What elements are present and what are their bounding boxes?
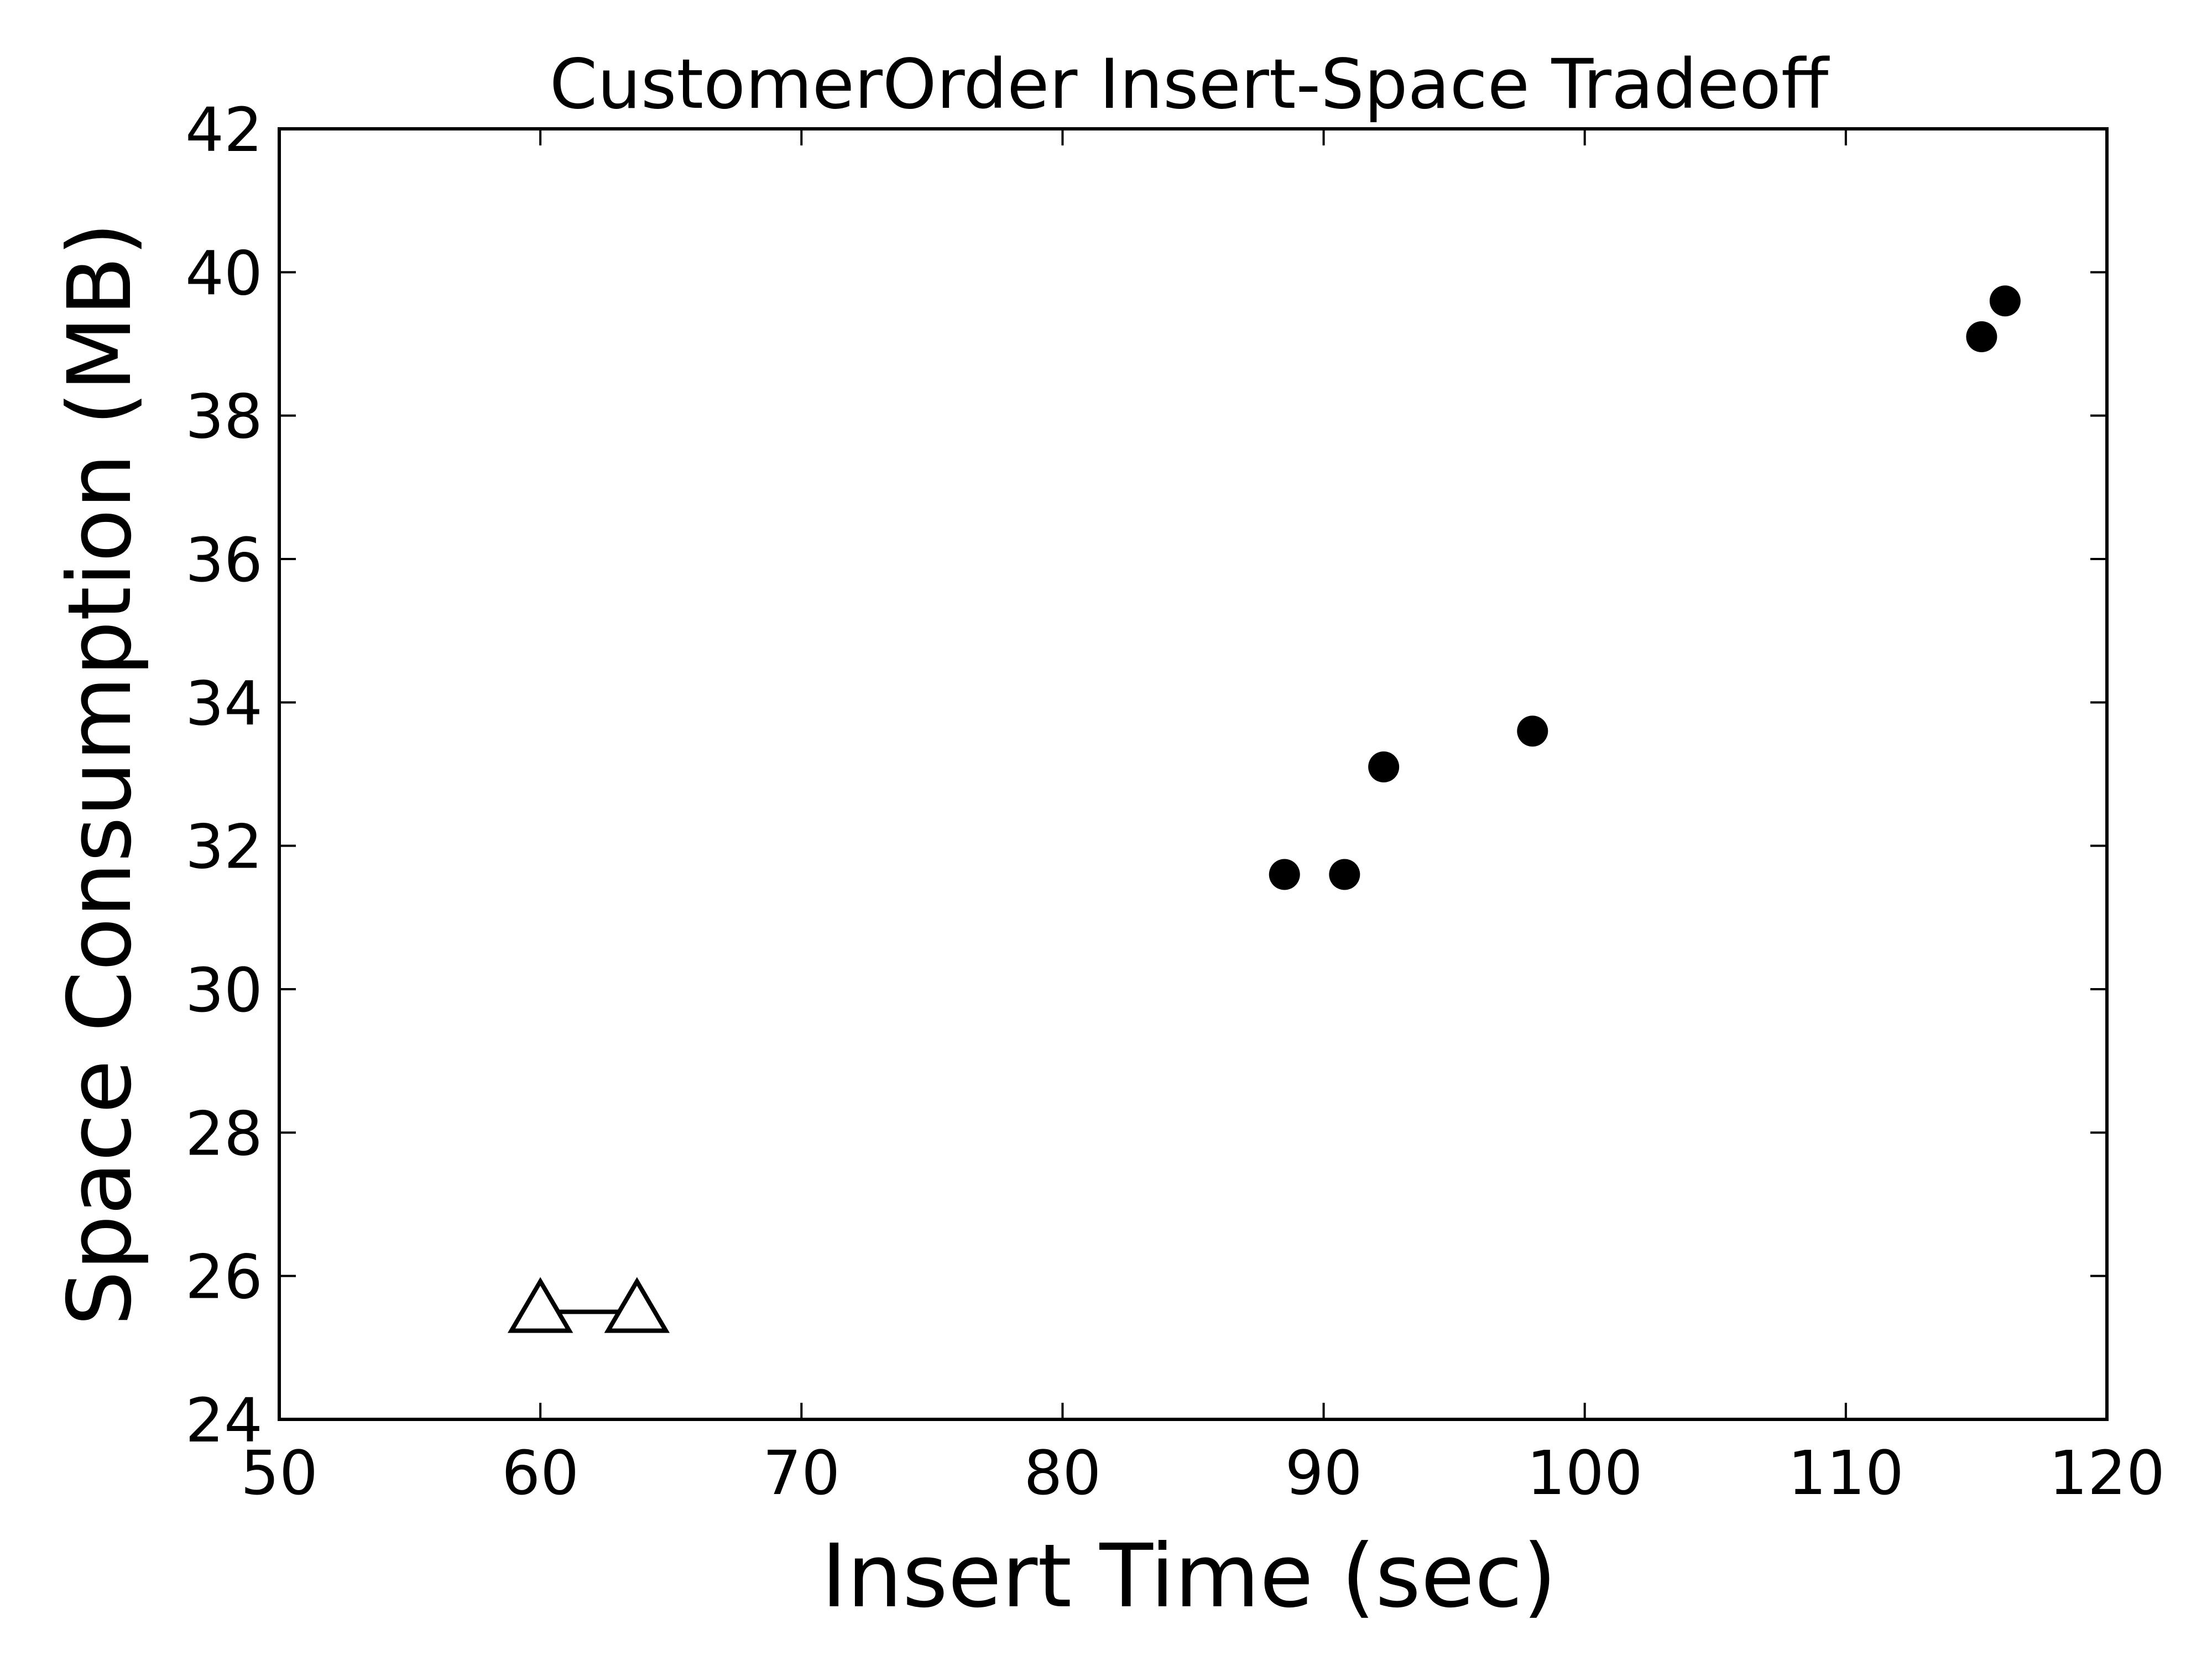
x-axis-title: Insert Time (sec) xyxy=(821,1526,1557,1627)
data-point xyxy=(1966,321,1997,353)
chart-title: CustomerOrder Insert-Space Tradeoff xyxy=(550,45,1830,124)
y-tick-label: 40 xyxy=(185,238,263,309)
plot-area-frame xyxy=(278,127,2109,1421)
series-layer xyxy=(507,285,2021,1333)
y-tick-label: 34 xyxy=(185,668,263,739)
x-tick-label: 70 xyxy=(763,1438,840,1508)
data-point xyxy=(1989,285,2021,317)
y-axis-title: Space Consumption (MB) xyxy=(49,222,151,1326)
data-point-triangle xyxy=(604,1277,670,1333)
x-tick-label: 90 xyxy=(1285,1438,1363,1508)
y-tick-label: 28 xyxy=(185,1098,263,1169)
y-tick-label: 32 xyxy=(185,812,263,882)
x-tick-label: 110 xyxy=(1788,1438,1904,1508)
x-tick-label: 50 xyxy=(241,1438,318,1508)
data-point xyxy=(1269,859,1300,890)
y-tick-label: 26 xyxy=(185,1242,263,1313)
y-tick-label: 30 xyxy=(185,955,263,1026)
ticks-layer: 50 60 70 80 90 100 110 120 24 26 28 30 32 34 36 38 40 42 xyxy=(185,95,2165,1508)
data-point-triangle xyxy=(507,1277,573,1333)
x-tick-label: 100 xyxy=(1527,1438,1643,1508)
x-tick-label: 80 xyxy=(1024,1438,1101,1508)
data-point xyxy=(1368,751,1400,783)
series-group xyxy=(507,1277,670,1333)
x-tick-label: 120 xyxy=(2049,1438,2165,1508)
y-tick-label: 36 xyxy=(185,525,263,596)
x-tick-label: 60 xyxy=(502,1438,579,1508)
y-tick-label: 24 xyxy=(185,1385,263,1456)
series-group xyxy=(1269,285,2021,890)
data-point xyxy=(1329,859,1360,890)
y-tick-label: 38 xyxy=(185,382,263,452)
data-point xyxy=(1517,715,1548,747)
y-tick-label: 42 xyxy=(185,95,263,165)
